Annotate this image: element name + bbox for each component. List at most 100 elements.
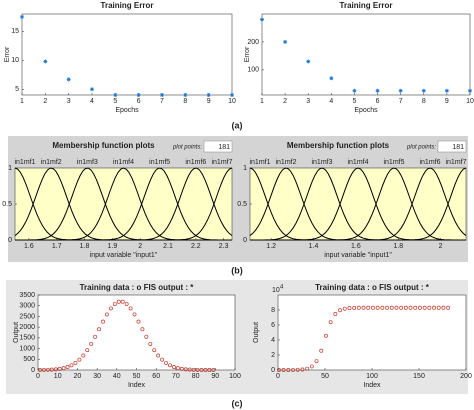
data-point xyxy=(171,365,176,369)
plot-area xyxy=(14,167,233,241)
x-tick-label: 1.9 xyxy=(108,243,118,250)
data-point xyxy=(309,364,314,369)
x-tick-label: 60 xyxy=(152,373,160,380)
x-tick-label: 1.8 xyxy=(393,243,403,250)
data-point xyxy=(361,305,366,310)
x-tick-label: 30 xyxy=(93,373,101,380)
x-tick-label: 6 xyxy=(376,98,380,105)
data-point xyxy=(113,93,118,97)
mf-label: in1mf3 xyxy=(77,159,98,166)
x-tick-label: 1.2 xyxy=(266,243,276,250)
y-tick-label: 5 xyxy=(15,86,19,93)
data-point xyxy=(108,306,113,311)
x-tick-label: 0 xyxy=(36,373,40,380)
x-tick-label: 1.7 xyxy=(52,243,62,250)
data-point xyxy=(136,93,141,97)
data-point xyxy=(283,39,288,44)
x-tick-label: 0 xyxy=(276,373,280,380)
x-axis-label: Epochs xyxy=(115,107,139,114)
data-point xyxy=(112,302,117,306)
mf-label: in1mf3 xyxy=(311,159,332,166)
plot-area xyxy=(249,167,467,241)
x-tick-label: 2.1 xyxy=(163,243,173,250)
plot-area xyxy=(261,13,471,96)
data-point xyxy=(347,306,352,311)
data-point xyxy=(314,359,319,364)
y-tick-label: 0 xyxy=(271,367,275,374)
data-point xyxy=(160,93,164,97)
data-point xyxy=(179,366,184,371)
data-point xyxy=(375,305,380,310)
data-point xyxy=(175,366,180,371)
data-point xyxy=(168,363,172,368)
y-tick-label: 10 xyxy=(11,57,19,64)
data-point xyxy=(183,367,188,372)
x-tick-label: 6 xyxy=(137,98,141,105)
data-point xyxy=(65,365,70,369)
data-point xyxy=(43,59,48,64)
data-point xyxy=(206,93,211,97)
x-tick-label: 3 xyxy=(306,98,310,105)
data-point xyxy=(156,353,161,358)
y-tick-label: 3000 xyxy=(19,303,35,310)
data-point xyxy=(230,93,234,97)
data-point xyxy=(195,367,200,372)
plot-area xyxy=(37,294,236,371)
mf-label: in1mf7 xyxy=(445,159,466,166)
y-tick-label: 1500 xyxy=(19,335,35,342)
x-axis-label: input variable "input1" xyxy=(90,252,158,259)
data-point xyxy=(276,368,281,372)
data-point xyxy=(89,341,94,346)
mf-label: in1mf5 xyxy=(383,159,404,166)
plot-points-label: plot points: xyxy=(406,145,436,151)
data-point xyxy=(399,305,404,310)
x-tick-label: 50 xyxy=(133,373,141,380)
y-tick-label: 2 xyxy=(271,352,275,359)
data-point xyxy=(300,367,305,372)
x-axis-label: Index xyxy=(363,382,381,389)
data-point xyxy=(148,341,153,346)
x-axis-label: input variable "input1" xyxy=(324,252,392,259)
data-point xyxy=(422,305,427,310)
data-point xyxy=(144,334,149,339)
x-axis-label: Index xyxy=(128,382,146,389)
data-point xyxy=(203,368,208,372)
y-tick-label: 2500 xyxy=(19,313,35,320)
data-point xyxy=(187,367,192,372)
data-point xyxy=(333,312,338,316)
data-point xyxy=(446,305,451,310)
data-point xyxy=(101,319,105,324)
data-point xyxy=(352,305,357,310)
data-point xyxy=(408,305,413,310)
data-point xyxy=(69,363,74,368)
x-tick-label: 7 xyxy=(399,98,403,105)
y-tick-label: 0 xyxy=(8,237,12,244)
data-point xyxy=(380,305,385,310)
data-point xyxy=(93,334,98,339)
data-point xyxy=(413,305,418,310)
data-point xyxy=(38,368,42,372)
y-tick-label: 4 xyxy=(271,337,275,344)
data-point xyxy=(81,353,86,358)
y-axis-label: Error xyxy=(244,46,251,62)
x-tick-label: 80 xyxy=(192,373,200,380)
plot-area xyxy=(277,294,467,371)
data-point xyxy=(421,88,426,93)
plot-points-value: 181 xyxy=(218,144,230,151)
plot-points-box xyxy=(203,140,233,153)
x-tick-label: 1 xyxy=(260,98,264,105)
mf-label: in1mf6 xyxy=(185,159,206,166)
data-point xyxy=(260,17,264,22)
data-point xyxy=(152,348,157,353)
data-point xyxy=(73,360,78,365)
data-point xyxy=(132,312,137,317)
data-point xyxy=(305,366,310,371)
data-point xyxy=(328,320,333,325)
data-point xyxy=(342,306,347,311)
data-point xyxy=(338,308,342,313)
x-tick-label: 4 xyxy=(329,98,333,105)
data-point xyxy=(319,348,324,353)
chart-title: Training data : o FIS output : * xyxy=(315,283,430,292)
y-tick-label: 6 xyxy=(271,322,275,329)
